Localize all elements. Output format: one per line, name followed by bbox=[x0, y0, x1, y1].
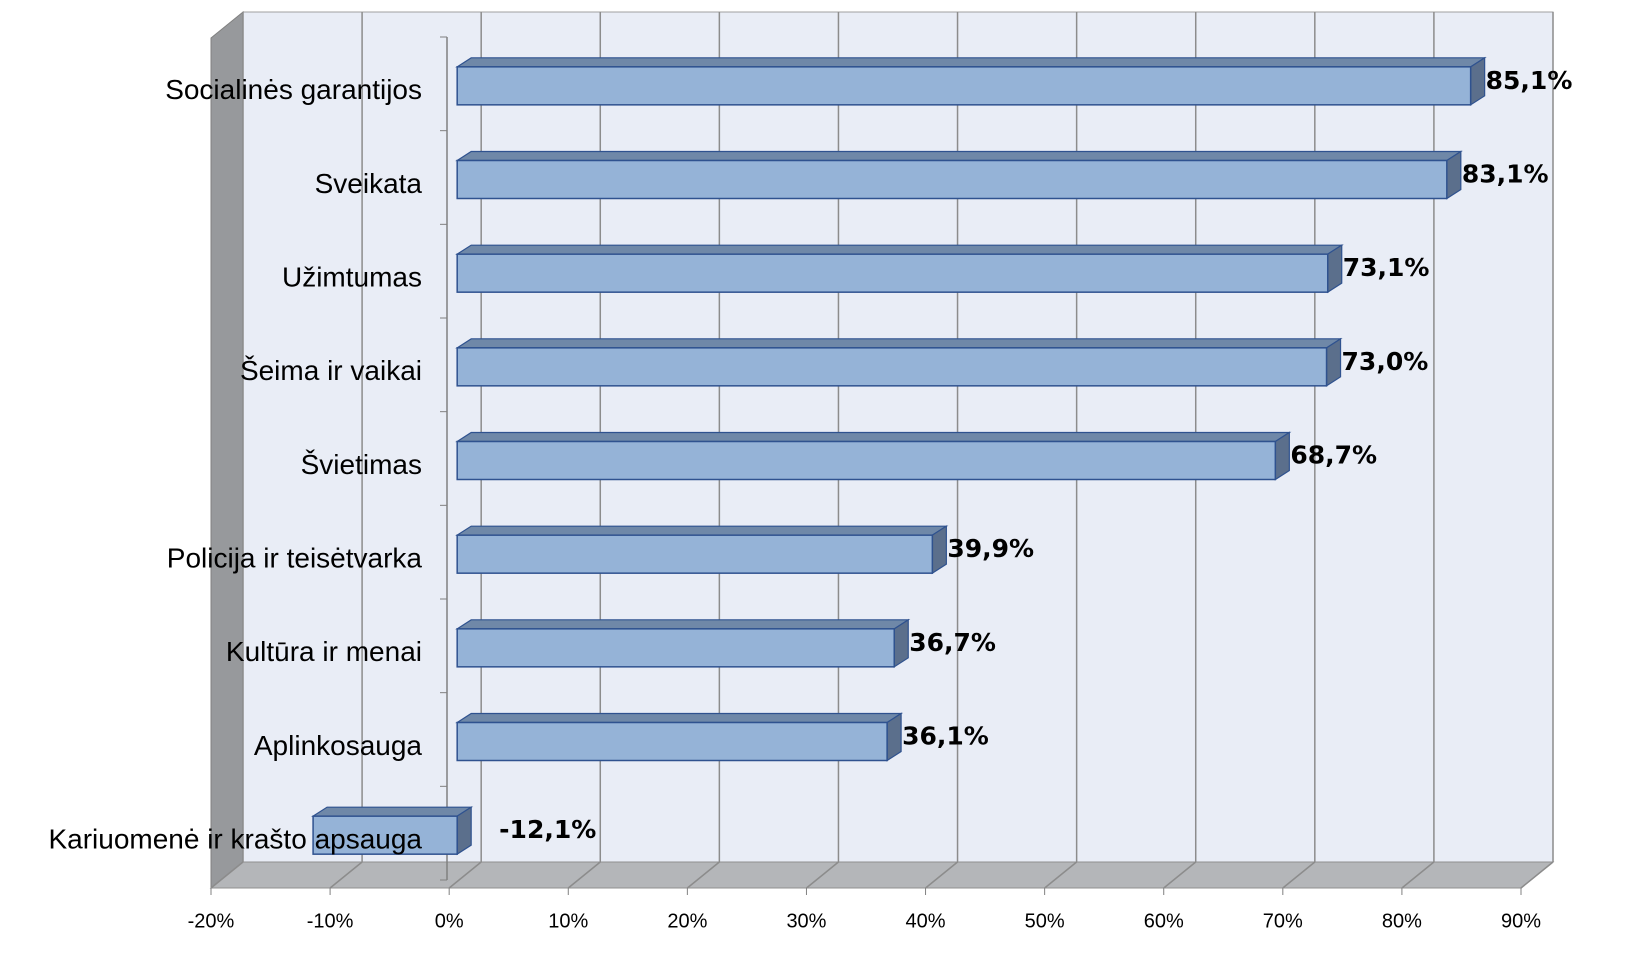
bar bbox=[456, 534, 934, 574]
x-tick-label: -20% bbox=[188, 910, 235, 932]
bar bbox=[312, 815, 458, 855]
grid-floor-line bbox=[686, 861, 720, 889]
bar-side bbox=[1325, 337, 1342, 387]
bar-side bbox=[1470, 56, 1486, 106]
bar bbox=[456, 347, 1328, 387]
category-label: Socialinės garantijos bbox=[165, 74, 422, 105]
bar-side bbox=[1446, 150, 1462, 200]
bar-side bbox=[893, 618, 909, 668]
grid-floor-line bbox=[210, 861, 244, 889]
data-label: 36,7% bbox=[909, 628, 996, 657]
category-label: Švietimas bbox=[301, 449, 422, 480]
grid-floor-line bbox=[1163, 861, 1197, 889]
x-tick-label: 60% bbox=[1144, 910, 1184, 932]
bar-side bbox=[931, 525, 947, 575]
x-tick-label: 40% bbox=[906, 910, 946, 932]
bar bbox=[456, 440, 1277, 481]
data-label: -12,1% bbox=[499, 815, 596, 844]
x-tick-label: 0% bbox=[435, 910, 464, 932]
bar-side bbox=[456, 806, 472, 856]
grid-floor-line bbox=[329, 861, 363, 889]
bar-top bbox=[455, 712, 904, 724]
grid-floor-line bbox=[448, 861, 482, 889]
bar-side bbox=[1274, 431, 1290, 481]
bar-top bbox=[311, 806, 474, 817]
data-label: 36,1% bbox=[902, 722, 989, 751]
data-label: 73,0% bbox=[1342, 347, 1429, 376]
floor bbox=[209, 861, 1555, 889]
bar-top bbox=[455, 525, 949, 536]
bar bbox=[456, 159, 1448, 200]
x-tick-label: 80% bbox=[1382, 910, 1422, 932]
category-label: Policija ir teisėtvarka bbox=[167, 543, 423, 574]
data-label: 39,9% bbox=[947, 534, 1034, 563]
data-label: 68,7% bbox=[1290, 441, 1377, 470]
category-label: Sveikata bbox=[315, 168, 423, 199]
bar-side bbox=[886, 712, 902, 762]
grid-floor-line bbox=[1282, 861, 1316, 889]
bar bbox=[456, 628, 895, 668]
x-tick-label: -10% bbox=[307, 910, 354, 932]
grid-floor-line bbox=[1401, 861, 1435, 889]
bar-top bbox=[455, 431, 1292, 443]
grid-floor-line bbox=[567, 861, 601, 889]
bar-top bbox=[455, 150, 1463, 162]
category-label: Užimtumas bbox=[282, 262, 422, 293]
category-label: Kultūra ir menai bbox=[226, 636, 422, 667]
x-tick-label: 20% bbox=[667, 910, 707, 932]
bar-top bbox=[455, 244, 1344, 255]
category-label: Kariuomenė ir krašto apsauga bbox=[48, 824, 422, 855]
side-wall bbox=[210, 10, 244, 890]
x-tick-label: 10% bbox=[548, 910, 588, 932]
bar bbox=[456, 66, 1472, 106]
bar bbox=[456, 253, 1329, 293]
category-label: Šeima ir vaikai bbox=[240, 355, 422, 386]
category-label: Aplinkosauga bbox=[254, 730, 423, 761]
x-tick-label: 90% bbox=[1501, 910, 1541, 932]
x-tick-label: 50% bbox=[1025, 910, 1065, 932]
bar-top bbox=[455, 619, 911, 630]
data-label: 83,1% bbox=[1462, 160, 1549, 189]
bar bbox=[456, 721, 888, 762]
grid-floor-line bbox=[805, 861, 839, 889]
grid-floor-line bbox=[1044, 861, 1078, 889]
bar-top bbox=[455, 57, 1487, 68]
grid-floor-line bbox=[925, 861, 959, 889]
data-label: 73,1% bbox=[1343, 253, 1430, 282]
bar-top bbox=[455, 338, 1343, 349]
data-label: 85,1% bbox=[1486, 66, 1573, 95]
x-tick-label: 30% bbox=[786, 910, 826, 932]
bar-side bbox=[1327, 244, 1343, 294]
grid-floor-line bbox=[1520, 861, 1554, 889]
x-tick-label: 70% bbox=[1263, 910, 1303, 932]
